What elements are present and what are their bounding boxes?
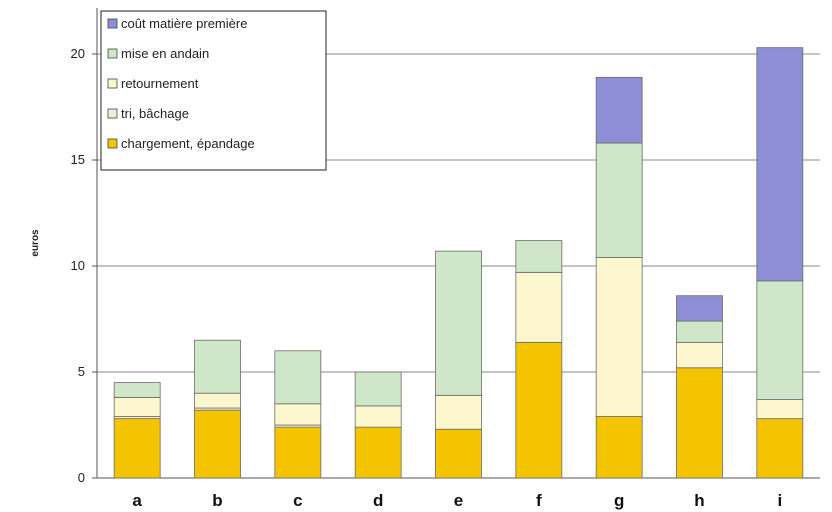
bar-segment bbox=[595, 76, 643, 144]
bar-segment bbox=[676, 367, 723, 479]
bar-segment bbox=[676, 295, 723, 322]
y-tick-label: 5 bbox=[78, 364, 85, 379]
x-category-label: e bbox=[454, 491, 463, 510]
y-tick-label: 10 bbox=[71, 258, 85, 273]
x-category-label: a bbox=[132, 491, 142, 510]
bar-segment bbox=[435, 394, 482, 430]
legend-swatch bbox=[107, 108, 118, 119]
bar-segment bbox=[515, 341, 563, 479]
y-tick-label: 0 bbox=[78, 470, 85, 485]
legend: coût matière première mise en andain retou… bbox=[100, 10, 327, 171]
bar-segment bbox=[354, 371, 402, 407]
bar-segment bbox=[515, 271, 563, 343]
bar-segment bbox=[595, 416, 643, 479]
bar-segment bbox=[435, 250, 482, 396]
legend-box bbox=[100, 10, 327, 171]
bar-segment bbox=[274, 426, 322, 479]
bar-segment bbox=[676, 320, 723, 343]
bars bbox=[113, 47, 804, 479]
legend-label: coût matière première bbox=[121, 16, 247, 31]
bar-segment bbox=[676, 341, 723, 369]
x-category-label: h bbox=[694, 491, 704, 510]
y-tick-label: 15 bbox=[71, 152, 85, 167]
legend-swatch bbox=[107, 18, 118, 29]
bar-segment bbox=[595, 257, 643, 417]
bar-segment bbox=[194, 339, 241, 394]
legend-swatch bbox=[107, 138, 118, 149]
bar-segment bbox=[756, 47, 804, 282]
bar-segment bbox=[194, 392, 241, 409]
y-axis-label: euros bbox=[30, 229, 41, 257]
x-category-label: d bbox=[373, 491, 383, 510]
legend-swatch bbox=[107, 78, 118, 89]
legend-label: mise en andain bbox=[121, 46, 209, 61]
bar-segment bbox=[274, 350, 322, 405]
bar-segment bbox=[756, 280, 804, 400]
bar-segment bbox=[274, 403, 322, 426]
legend-label: tri, bâchage bbox=[121, 106, 189, 121]
legend-label: chargement, épandage bbox=[121, 136, 255, 151]
bar-segment bbox=[756, 399, 804, 420]
x-category-label: c bbox=[293, 491, 302, 510]
legend-label: retournement bbox=[121, 76, 199, 91]
bar-segment bbox=[113, 418, 161, 479]
bar-segment bbox=[113, 382, 161, 398]
x-category-labels: a b c d e f g h i bbox=[132, 491, 782, 510]
x-category-label: b bbox=[212, 491, 222, 510]
x-category-label: i bbox=[777, 491, 782, 510]
bar-segment bbox=[435, 428, 482, 479]
legend-swatch bbox=[107, 48, 118, 59]
y-tick-labels: 0 5 10 15 20 bbox=[71, 46, 97, 485]
bar-segment bbox=[113, 397, 161, 417]
x-category-label: g bbox=[614, 491, 624, 510]
bar-segment bbox=[515, 240, 563, 273]
y-tick-label: 20 bbox=[71, 46, 85, 61]
bar-segment bbox=[354, 426, 402, 479]
x-category-label: f bbox=[536, 491, 542, 510]
bar-segment bbox=[595, 142, 643, 258]
bar-segment bbox=[756, 418, 804, 479]
bar-segment bbox=[194, 409, 241, 479]
bar-segment bbox=[354, 405, 402, 428]
